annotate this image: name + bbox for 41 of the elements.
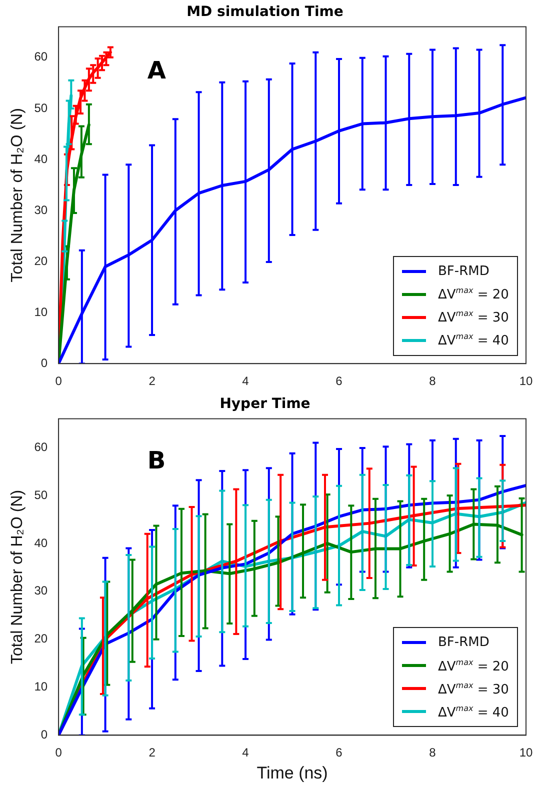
legend-label: BF-RMD	[438, 264, 490, 279]
x-tick-label: 4	[242, 746, 250, 760]
chart-title: MD simulation Time	[186, 4, 344, 20]
y-tick-label: 50	[34, 100, 48, 115]
x-tick-label: 10	[519, 746, 533, 760]
x-tick-label: 0	[55, 374, 62, 388]
x-tick-label: 8	[429, 746, 436, 760]
annotation: B	[147, 446, 166, 475]
legend-label: ΔV$^{max}$ = 20	[438, 286, 509, 302]
x-tick-label: 6	[336, 374, 343, 388]
x-tick-label: 4	[242, 374, 250, 388]
legend-label: ΔV$^{max}$ = 40	[438, 704, 509, 720]
y-tick-label: 30	[34, 584, 48, 598]
y-tick-label: 40	[34, 536, 48, 550]
x-tick-label: 10	[519, 374, 533, 388]
y-tick-label: 0	[40, 356, 48, 370]
legend-label: ΔV$^{max}$ = 40	[438, 332, 509, 348]
x-tick-label: 8	[429, 374, 436, 388]
y-tick-label: 60	[34, 50, 48, 64]
annotation: A	[147, 56, 166, 85]
y-tick-label: 20	[34, 254, 48, 268]
x-tick-label: 0	[55, 746, 62, 760]
y-tick-label: 40	[34, 152, 48, 166]
legend-label: ΔV$^{max}$ = 30	[438, 308, 509, 326]
legend-label: ΔV$^{max}$ = 30	[438, 680, 509, 697]
y-axis-title: Total Number of H₂O (N)	[9, 490, 26, 664]
y-tick-label: 60	[34, 440, 48, 454]
y-tick-label: 10	[34, 680, 48, 694]
y-tick-label: 10	[34, 304, 48, 319]
y-axis-title: Total Number of H₂O (N)	[9, 108, 26, 282]
legend-label: BF-RMD	[438, 635, 490, 650]
legend-label: ΔV$^{max}$ = 20	[438, 658, 509, 674]
y-tick-label: 50	[34, 488, 48, 502]
x-axis-title: Time (ns)	[256, 763, 328, 782]
y-tick-label: 20	[34, 632, 48, 646]
y-tick-label: 0	[40, 728, 48, 742]
x-tick-label: 6	[336, 746, 343, 760]
x-tick-label: 2	[148, 374, 156, 388]
y-tick-label: 30	[34, 202, 48, 217]
chart-title: Hyper Time	[220, 396, 310, 412]
x-tick-label: 2	[148, 746, 156, 760]
